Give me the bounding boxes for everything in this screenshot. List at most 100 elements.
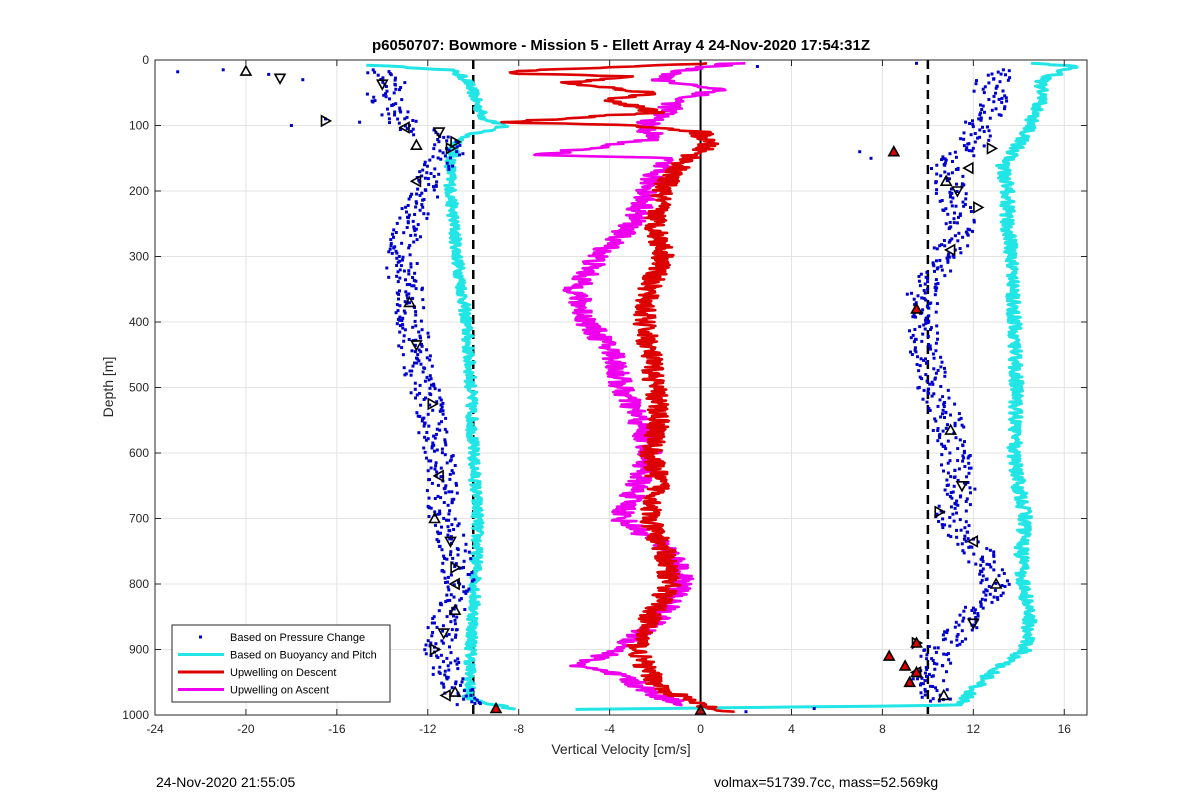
legend-swatch <box>199 635 202 639</box>
pressure-point <box>387 250 391 254</box>
pressure-point <box>462 697 466 701</box>
pressure-point <box>936 646 940 650</box>
pressure-point <box>396 117 400 121</box>
pressure-point <box>973 608 977 612</box>
pressure-point <box>412 284 416 288</box>
pressure-point <box>951 490 955 494</box>
pressure-point <box>955 190 959 193</box>
pressure-point <box>405 127 409 131</box>
pressure-point <box>446 664 450 668</box>
pressure-point <box>447 164 451 168</box>
pressure-point <box>454 680 458 684</box>
pressure-point <box>989 565 993 569</box>
pressure-point <box>960 629 964 633</box>
pressure-point <box>393 78 397 82</box>
pressure-point <box>925 653 929 657</box>
pressure-point <box>423 160 427 164</box>
pressure-point <box>937 520 941 523</box>
pressure-point <box>935 163 939 167</box>
pressure-point <box>412 240 416 244</box>
pressure-point <box>438 409 442 413</box>
pressure-point <box>462 689 466 693</box>
pressure-point <box>992 550 996 554</box>
descent-triangle-marker <box>320 114 333 128</box>
pressure-point <box>1004 73 1007 77</box>
pressure-point <box>463 549 467 553</box>
pressure-point <box>955 221 959 225</box>
pressure-point <box>934 686 937 690</box>
pressure-point <box>421 417 425 421</box>
pressure-point <box>454 633 458 637</box>
pressure-point <box>956 633 960 636</box>
pressure-point <box>916 386 920 390</box>
pressure-point <box>947 240 951 244</box>
pressure-point <box>396 309 400 313</box>
pressure-point <box>413 387 417 391</box>
pressure-point <box>469 688 473 692</box>
pressure-point <box>427 378 431 382</box>
pressure-point <box>400 98 404 102</box>
pressure-point <box>413 361 416 365</box>
pressure-point <box>443 438 447 442</box>
pressure-point <box>439 398 443 402</box>
pressure-point <box>962 183 966 187</box>
pressure-point <box>423 435 427 439</box>
pressure-point <box>996 597 1000 601</box>
pressure-point <box>986 125 989 129</box>
pressure-point <box>956 239 960 243</box>
pressure-point <box>936 282 940 285</box>
pressure-point <box>984 598 987 602</box>
pressure-point <box>958 518 962 522</box>
pressure-point <box>425 489 429 493</box>
pressure-point <box>451 164 455 168</box>
pressure-point <box>392 235 395 239</box>
pressure-point <box>475 698 479 702</box>
pressure-point <box>448 529 452 533</box>
pressure-point <box>408 283 412 286</box>
pressure-point <box>459 683 462 687</box>
pressure-point <box>966 142 970 146</box>
pressure-point <box>934 650 938 654</box>
pressure-point <box>409 234 413 237</box>
pressure-point <box>443 673 447 677</box>
pressure-point <box>976 612 980 615</box>
pressure-point <box>443 154 447 158</box>
pressure-point <box>424 188 428 192</box>
pressure-point <box>926 287 930 291</box>
pressure-point <box>960 423 964 427</box>
pressure-point <box>469 557 473 561</box>
pressure-point <box>438 396 442 400</box>
pressure-point <box>943 244 947 248</box>
pressure-point <box>932 662 936 665</box>
pressure-point <box>422 198 426 201</box>
pressure-point <box>435 427 439 431</box>
pressure-point <box>922 289 926 292</box>
pressure-point <box>401 353 405 357</box>
pressure-point <box>945 631 949 635</box>
pressure-point <box>916 677 919 681</box>
pressure-point <box>937 504 941 508</box>
pressure-point <box>938 398 942 402</box>
pressure-outlier-point <box>812 707 816 710</box>
pressure-point <box>956 478 960 482</box>
pressure-point <box>435 400 439 404</box>
descent-triangle-marker <box>403 295 416 308</box>
pressure-point <box>994 91 997 95</box>
pressure-point <box>392 246 396 250</box>
pressure-point <box>916 294 920 298</box>
pressure-point <box>997 574 1001 578</box>
pressure-point <box>447 632 451 636</box>
pressure-point <box>961 549 965 553</box>
pressure-point <box>964 605 967 609</box>
pressure-point <box>402 366 406 370</box>
ascent-triangle-marker <box>966 618 980 630</box>
pressure-point <box>999 594 1003 598</box>
pressure-point <box>949 640 953 644</box>
pressure-point <box>430 444 434 448</box>
pressure-point <box>432 185 435 189</box>
pressure-point <box>958 642 962 646</box>
pressure-point <box>442 660 445 664</box>
pressure-point <box>441 629 445 633</box>
pressure-point <box>450 501 454 505</box>
descent-triangle-marker <box>444 536 457 549</box>
